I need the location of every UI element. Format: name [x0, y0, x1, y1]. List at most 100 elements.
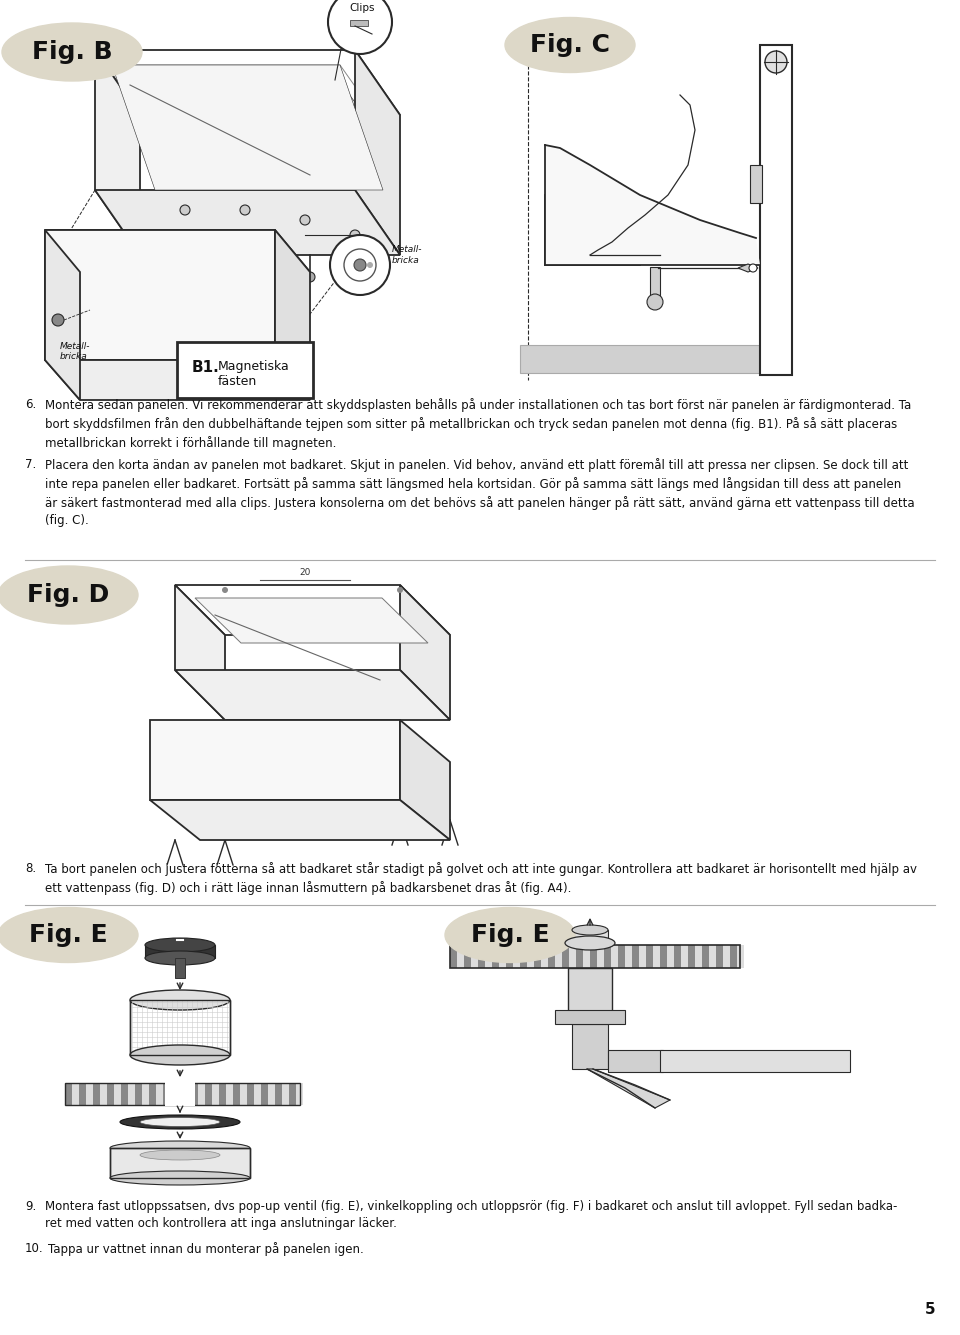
Bar — [568, 968, 612, 1013]
Text: B1.: B1. — [192, 360, 220, 375]
Bar — [275, 1083, 282, 1105]
Bar — [730, 945, 737, 968]
Circle shape — [330, 235, 390, 295]
Bar — [205, 1083, 212, 1105]
Bar — [618, 945, 625, 968]
Polygon shape — [112, 65, 383, 190]
Bar — [86, 1083, 93, 1105]
Polygon shape — [150, 800, 450, 840]
Polygon shape — [45, 360, 310, 400]
Bar — [175, 959, 185, 979]
Bar — [247, 1083, 254, 1105]
Ellipse shape — [110, 1141, 250, 1155]
Bar — [289, 1083, 296, 1105]
Bar — [72, 1083, 79, 1105]
Ellipse shape — [445, 908, 575, 963]
Text: Fig. E: Fig. E — [29, 922, 108, 947]
Ellipse shape — [0, 908, 138, 963]
Bar — [478, 945, 485, 968]
Circle shape — [367, 262, 373, 268]
Bar — [541, 945, 548, 968]
Ellipse shape — [140, 1117, 220, 1127]
Bar — [65, 1083, 72, 1105]
Circle shape — [222, 587, 228, 593]
Bar — [632, 945, 639, 968]
Bar — [534, 945, 541, 968]
Bar — [660, 1051, 850, 1072]
Bar — [110, 1148, 250, 1177]
Ellipse shape — [145, 951, 215, 965]
Bar — [520, 344, 790, 372]
Polygon shape — [545, 235, 720, 250]
Polygon shape — [118, 72, 375, 129]
Ellipse shape — [2, 23, 142, 81]
Bar — [527, 945, 534, 968]
Bar — [716, 945, 723, 968]
Bar — [296, 1083, 303, 1105]
Ellipse shape — [140, 1149, 220, 1160]
Bar — [646, 945, 653, 968]
Text: 9.: 9. — [25, 1200, 36, 1214]
Bar — [121, 1083, 128, 1105]
Bar — [130, 1000, 230, 1055]
Bar — [576, 945, 583, 968]
Polygon shape — [45, 230, 80, 400]
Text: Metall-
bricka: Metall- bricka — [392, 246, 422, 264]
Bar — [471, 945, 478, 968]
Circle shape — [180, 206, 190, 215]
Ellipse shape — [145, 939, 215, 952]
Polygon shape — [150, 720, 400, 800]
Circle shape — [52, 314, 64, 326]
Bar — [107, 1083, 114, 1105]
Bar — [702, 945, 709, 968]
Bar — [282, 1083, 289, 1105]
Bar — [639, 945, 646, 968]
Bar — [198, 1083, 205, 1105]
Bar — [191, 1083, 198, 1105]
Bar — [135, 1083, 142, 1105]
Bar — [79, 1083, 86, 1105]
Bar — [165, 1081, 195, 1105]
Text: 7.: 7. — [25, 458, 36, 471]
Ellipse shape — [565, 936, 615, 951]
Polygon shape — [400, 720, 450, 840]
Text: Placera den korta ändan av panelen mot badkaret. Skjut in panelen. Vid behov, an: Placera den korta ändan av panelen mot b… — [45, 458, 915, 527]
Bar — [569, 945, 576, 968]
Bar — [450, 945, 740, 968]
Ellipse shape — [120, 1115, 240, 1129]
Bar — [261, 1083, 268, 1105]
Bar — [572, 930, 608, 945]
Bar — [130, 1000, 230, 1055]
Bar — [583, 945, 590, 968]
Bar — [667, 945, 674, 968]
Text: 8.: 8. — [25, 862, 36, 874]
Bar — [499, 945, 506, 968]
Bar — [170, 1083, 177, 1105]
Text: Montera sedan panelen. Vi rekommenderar att skyddsplasten behålls på under insta: Montera sedan panelen. Vi rekommenderar … — [45, 398, 911, 450]
Bar — [142, 1083, 149, 1105]
Polygon shape — [350, 20, 368, 25]
Text: 10.: 10. — [25, 1242, 43, 1255]
Text: Fig. C: Fig. C — [530, 33, 610, 57]
Bar — [760, 45, 792, 375]
Polygon shape — [145, 945, 215, 959]
Bar — [457, 945, 464, 968]
Circle shape — [647, 294, 663, 310]
Bar — [608, 1051, 663, 1072]
Bar — [590, 945, 597, 968]
Bar — [233, 1083, 240, 1105]
Ellipse shape — [130, 1045, 230, 1065]
Polygon shape — [545, 146, 760, 266]
Bar — [750, 166, 762, 203]
Bar — [464, 945, 471, 968]
Bar — [555, 1011, 625, 1024]
Bar — [100, 1083, 107, 1105]
Polygon shape — [275, 230, 310, 400]
Bar — [572, 1024, 608, 1069]
Bar — [674, 945, 681, 968]
Bar — [485, 945, 492, 968]
Bar — [597, 945, 604, 968]
Text: 6.: 6. — [25, 398, 36, 411]
Bar — [660, 945, 667, 968]
Circle shape — [305, 272, 315, 282]
